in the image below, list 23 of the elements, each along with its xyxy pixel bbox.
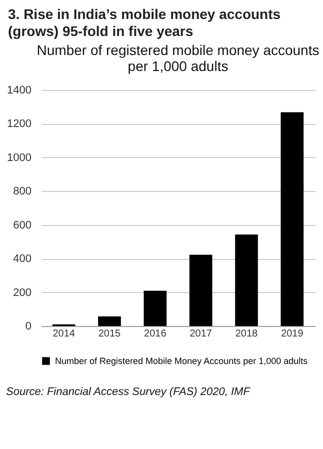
- y-tick-label: 400: [13, 253, 32, 266]
- x-tick-label: 2017: [190, 328, 212, 340]
- bar: [280, 112, 304, 326]
- x-tick-label: 2015: [98, 328, 122, 340]
- bar: [98, 316, 121, 326]
- y-tick-label: 1400: [7, 84, 32, 96]
- y-tick-label: 600: [13, 219, 32, 232]
- chart-title: 3. Rise in India’s mobile money accounts (grows) 95-fold in five years: [7, 5, 282, 40]
- bar: [144, 290, 167, 326]
- y-tick-label: 1000: [7, 152, 32, 164]
- source-note: Source: Financial Access Survey (FAS) 2020, IMF: [5, 386, 252, 398]
- bar: [189, 254, 212, 326]
- y-tick-label: 200: [13, 286, 32, 299]
- y-tick-label: 1200: [7, 118, 32, 130]
- legend-label: Number of Registered Mobile Money Accounts per 1,000 adults: [55, 356, 308, 366]
- y-tick-label: 800: [13, 186, 32, 198]
- x-tick-label: 2019: [281, 328, 304, 340]
- bar: [235, 234, 258, 326]
- x-tick-label: 2018: [235, 328, 258, 340]
- chart-subtitle: Number of registered mobile money accounts per 1,000 adults: [36, 42, 320, 74]
- x-tick-label: 2016: [144, 328, 167, 340]
- x-tick-label: 2014: [52, 328, 76, 340]
- y-tick-label: 0: [25, 320, 32, 332]
